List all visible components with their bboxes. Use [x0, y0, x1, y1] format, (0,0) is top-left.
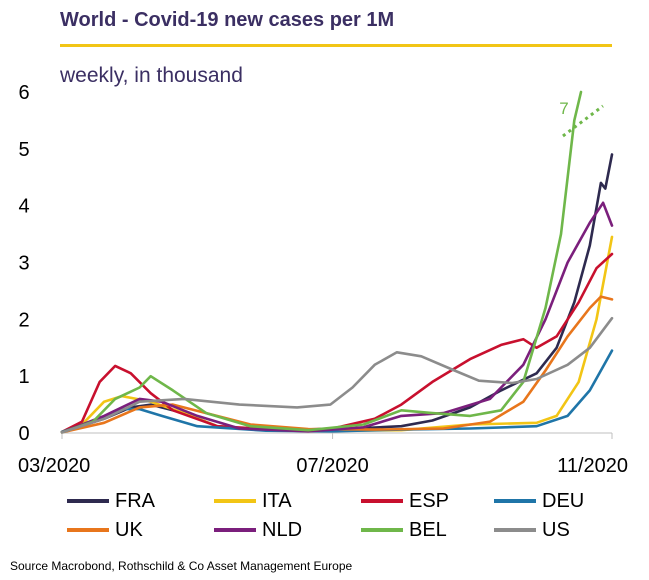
legend-swatch: [361, 499, 403, 503]
legend-label: NLD: [262, 518, 303, 541]
legend-label: ESP: [409, 489, 450, 512]
legend-item-us: US: [494, 517, 570, 543]
y-tick-label: 5: [18, 139, 29, 161]
x-tick-label: 11/2020: [557, 455, 628, 477]
legend-item-esp: ESP: [361, 488, 449, 514]
source-note: Source Macrobond, Rothschild & Co Asset …: [10, 559, 353, 573]
legend-item-deu: DEU: [494, 488, 584, 514]
series-line-us: [60, 316, 614, 434]
legend-label: FRA: [115, 489, 155, 512]
legend-swatch: [214, 528, 256, 532]
series-line-uk: [60, 295, 614, 434]
y-tick-label: 4: [18, 196, 29, 218]
legend-item-bel: BEL: [361, 517, 447, 543]
legend-item-ita: ITA: [214, 488, 292, 514]
legend-swatch: [67, 528, 109, 532]
legend-label: ITA: [262, 489, 292, 512]
bel-break-marker: [562, 104, 604, 138]
legend-item-nld: NLD: [214, 517, 302, 543]
x-tick-label: 03/2020: [18, 455, 90, 477]
series-line-bel: [60, 90, 583, 434]
series-line-esp: [60, 252, 614, 434]
series-layer: [60, 90, 614, 434]
legend-label: US: [542, 518, 570, 541]
legend-label: UK: [115, 518, 143, 541]
y-tick-label: 0: [18, 423, 29, 445]
x-tick-label: 07/2020: [296, 455, 368, 477]
chart-subtitle: weekly, in thousand: [60, 64, 243, 87]
legend-swatch: [361, 528, 403, 532]
legend-item-fra: FRA: [67, 488, 155, 514]
bel-peak-label: 7: [559, 99, 568, 118]
legend-label: DEU: [542, 489, 585, 512]
y-tick-label: 6: [18, 82, 29, 104]
y-tick-label: 2: [18, 309, 29, 331]
legend-item-uk: UK: [67, 517, 143, 543]
y-tick-label: 1: [18, 366, 29, 388]
title-rule: [60, 44, 612, 47]
chart-title: World - Covid-19 new cases per 1M: [60, 9, 395, 31]
legend-label: BEL: [409, 518, 447, 541]
annotation-layer: 7: [559, 99, 604, 138]
legend-swatch: [494, 528, 536, 532]
legend-swatch: [494, 499, 536, 503]
legend-swatch: [214, 499, 256, 503]
y-tick-label: 3: [18, 253, 29, 275]
axes: 0 1 2 3 4 5 6 03/2020 07/2020 11/2020: [18, 82, 628, 477]
legend-swatch: [67, 499, 109, 503]
series-line-fra: [60, 153, 614, 434]
